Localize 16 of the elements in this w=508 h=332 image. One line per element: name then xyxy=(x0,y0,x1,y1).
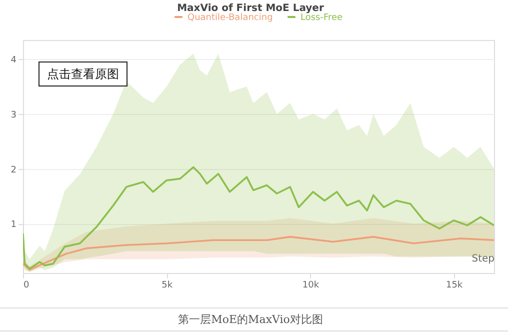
annotation: 点击查看原图 xyxy=(47,67,119,81)
legend-label: Loss-Free xyxy=(300,13,344,23)
y-tick-label: 4 xyxy=(10,56,17,66)
x-tick-label: 5k xyxy=(162,280,174,290)
x-tick-label: 15k xyxy=(446,280,464,290)
legend-label: Quantile-Balancing xyxy=(188,13,273,23)
line-series xyxy=(23,166,494,270)
y-tick-label: 2 xyxy=(10,165,16,176)
x-axis-title: Step xyxy=(472,254,494,264)
line-series xyxy=(23,236,494,271)
x-tick-label: 0 xyxy=(24,280,30,290)
text: 第一层MoE的MaxVio对比图 xyxy=(178,313,323,326)
x-tick-label: 10k xyxy=(302,280,320,290)
y-tick-label: 1 xyxy=(10,220,16,230)
y-tick-label: 3 xyxy=(10,110,16,121)
chart-title: MaxVio of First MoE Layer xyxy=(177,3,324,14)
